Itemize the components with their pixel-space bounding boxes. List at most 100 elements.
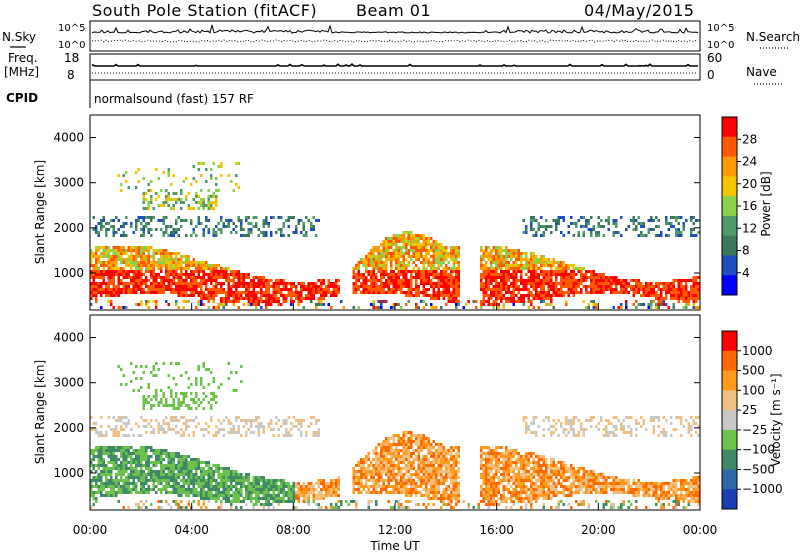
power-cells: [90, 162, 700, 309]
heatmap-cell: [372, 467, 375, 470]
heatmap-cell: [452, 264, 455, 267]
heatmap-cell: [252, 482, 255, 485]
heatmap-cell: [135, 258, 138, 261]
heatmap-cell: [130, 225, 133, 228]
heatmap-cell: [117, 219, 120, 222]
heatmap-cell: [425, 273, 428, 276]
heatmap-cell: [562, 276, 565, 279]
heatmap-cell: [215, 234, 218, 237]
heatmap-cell: [367, 470, 370, 473]
heatmap-cell: [215, 177, 218, 180]
heatmap-cell: [237, 300, 240, 303]
heatmap-cell: [210, 279, 213, 282]
heatmap-cell: [485, 270, 488, 273]
heatmap-cell: [392, 258, 395, 261]
heatmap-cell: [220, 273, 223, 276]
heatmap-cell: [100, 452, 103, 455]
heatmap-cell: [235, 506, 238, 509]
heatmap-cell: [227, 467, 230, 470]
heatmap-cell: [385, 461, 388, 464]
heatmap-cell: [277, 282, 280, 285]
heatmap-cell: [95, 455, 98, 458]
heatmap-cell: [202, 228, 205, 231]
heatmap-cell: [292, 231, 295, 234]
heatmap-cell: [197, 195, 200, 198]
heatmap-cell: [255, 425, 258, 428]
heatmap-cell: [602, 288, 605, 291]
heatmap-cell: [625, 303, 628, 306]
heatmap-cell: [250, 485, 253, 488]
heatmap-cell: [530, 219, 533, 222]
heatmap-cell: [445, 303, 448, 306]
heatmap-cell: [262, 225, 265, 228]
heatmap-cell: [235, 273, 238, 276]
heatmap-cell: [270, 285, 273, 288]
heatmap-cell: [315, 497, 318, 500]
heatmap-cell: [157, 177, 160, 180]
heatmap-cell: [387, 464, 390, 467]
heatmap-cell: [217, 288, 220, 291]
heatmap-cell: [222, 491, 225, 494]
heatmap-cell: [312, 488, 315, 491]
heatmap-cell: [207, 476, 210, 479]
heatmap-cell: [220, 288, 223, 291]
heatmap-cell: [210, 270, 213, 273]
heatmap-cell: [390, 473, 393, 476]
heatmap-cell: [565, 300, 568, 303]
heatmap-cell: [322, 291, 325, 294]
heatmap-cell: [180, 491, 183, 494]
heatmap-cell: [410, 279, 413, 282]
heatmap-cell: [630, 219, 633, 222]
heatmap-cell: [415, 279, 418, 282]
heatmap-cell: [382, 452, 385, 455]
heatmap-cell: [237, 273, 240, 276]
heatmap-cell: [237, 479, 240, 482]
heatmap-cell: [370, 303, 373, 306]
heatmap-cell: [620, 288, 623, 291]
heatmap-cell: [485, 267, 488, 270]
nsky-tick-bottom: 10^0: [58, 40, 85, 51]
heatmap-cell: [110, 428, 113, 431]
heatmap-cell: [532, 216, 535, 219]
heatmap-cell: [607, 219, 610, 222]
heatmap-cell: [142, 479, 145, 482]
heatmap-cell: [390, 485, 393, 488]
heatmap-cell: [170, 288, 173, 291]
heatmap-cell: [337, 291, 340, 294]
heatmap-cell: [202, 392, 205, 395]
heatmap-cell: [117, 306, 120, 309]
heatmap-cell: [355, 506, 358, 509]
heatmap-cell: [392, 479, 395, 482]
heatmap-cell: [505, 246, 508, 249]
heatmap-cell: [402, 252, 405, 255]
heatmap-cell: [435, 270, 438, 273]
heatmap-cell: [512, 294, 515, 297]
heatmap-cell: [197, 458, 200, 461]
heatmap-cell: [235, 174, 238, 177]
heatmap-cell: [417, 267, 420, 270]
heatmap-cell: [175, 407, 178, 410]
heatmap-cell: [90, 479, 93, 482]
heatmap-cell: [317, 491, 320, 494]
heatmap-cell: [430, 264, 433, 267]
heatmap-cell: [240, 380, 243, 383]
heatmap-cell: [232, 389, 235, 392]
heatmap-cell: [287, 234, 290, 237]
heatmap-cell: [382, 240, 385, 243]
heatmap-cell: [405, 285, 408, 288]
heatmap-cell: [155, 458, 158, 461]
heatmap-cell: [205, 494, 208, 497]
heatmap-cell: [222, 273, 225, 276]
heatmap-cell: [142, 195, 145, 198]
heatmap-cell: [122, 374, 125, 377]
heatmap-cell: [250, 282, 253, 285]
heatmap-cell: [292, 494, 295, 497]
heatmap-cell: [202, 503, 205, 506]
heatmap-cell: [220, 297, 223, 300]
heatmap-cell: [520, 255, 523, 258]
heatmap-cell: [540, 279, 543, 282]
heatmap-cell: [425, 291, 428, 294]
heatmap-cell: [232, 279, 235, 282]
heatmap-cell: [640, 282, 643, 285]
heatmap-cell: [130, 491, 133, 494]
